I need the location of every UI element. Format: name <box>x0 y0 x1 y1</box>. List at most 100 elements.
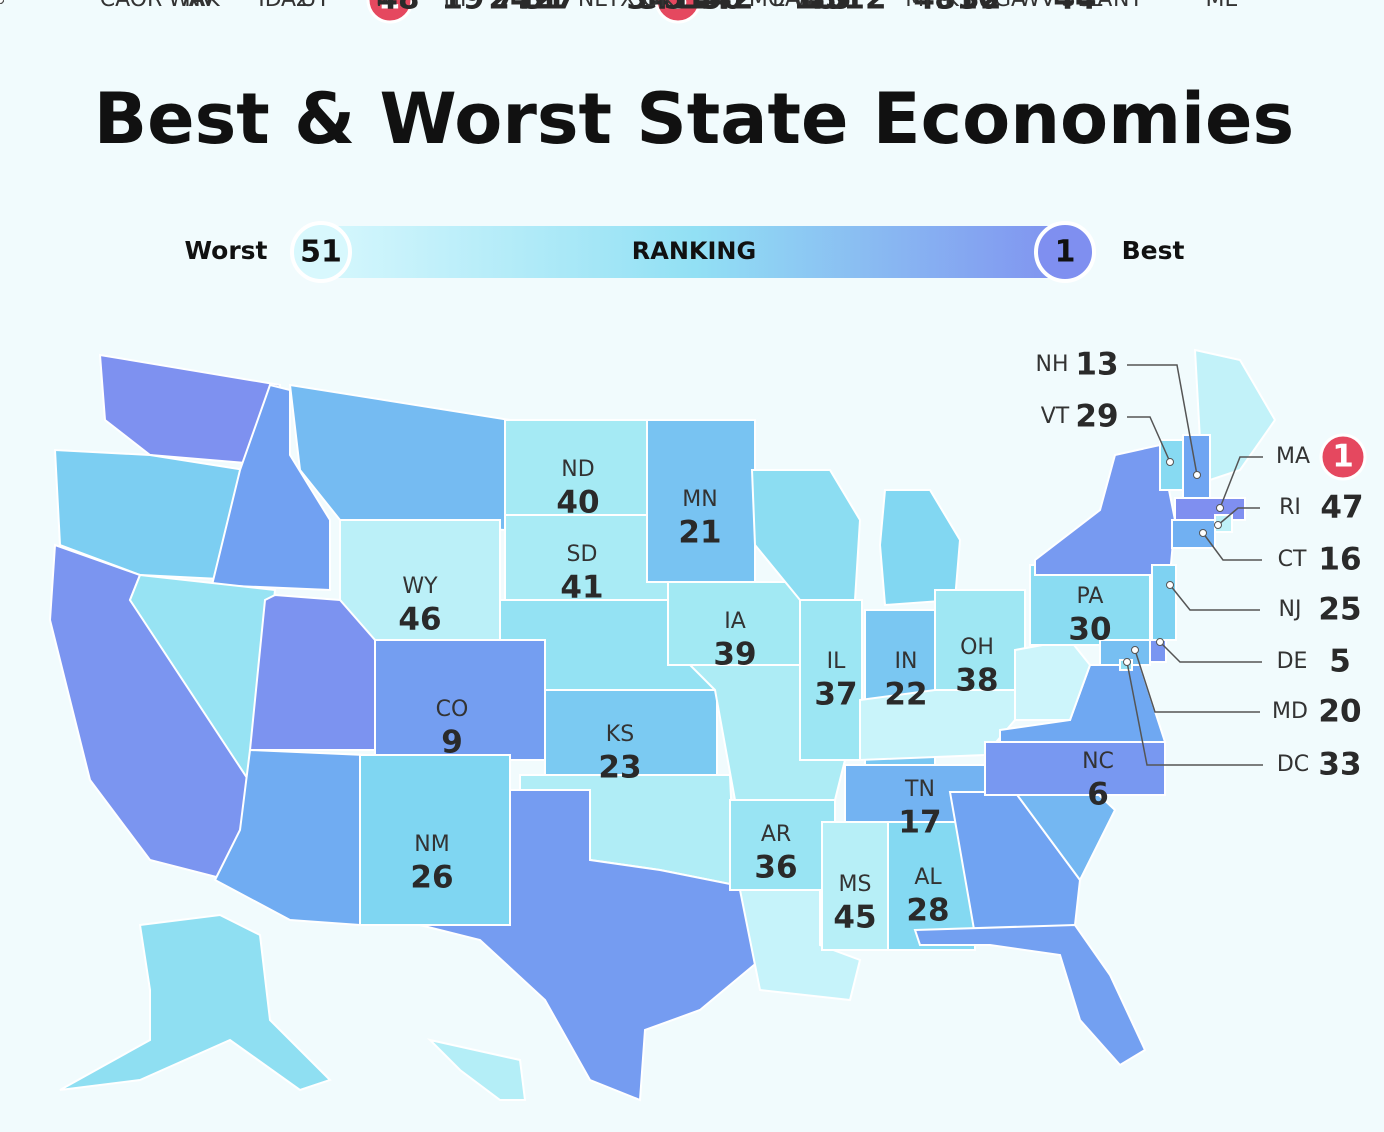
callout-dot <box>1214 521 1222 529</box>
state-abbr: MT <box>376 0 409 12</box>
state-abbr: CA <box>100 0 130 12</box>
state-abbr: ID <box>258 0 281 12</box>
state-rank: 48 <box>376 0 419 17</box>
state-rank: 16 <box>1318 542 1361 578</box>
state-abbr: IA <box>724 609 746 634</box>
legend-best-value: 1 <box>1055 235 1076 270</box>
state-shape <box>426 1038 527 1101</box>
callout-line <box>1202 532 1262 561</box>
state-rank: 46 <box>398 602 441 638</box>
state-rank: 39 <box>713 637 756 673</box>
legend-bar <box>310 226 1080 278</box>
state-abbr: DE <box>1277 649 1308 674</box>
state-rank: 12 <box>843 0 886 17</box>
state-rank: 28 <box>906 893 949 929</box>
callout-line <box>1169 584 1260 611</box>
callout-dot <box>1123 658 1131 666</box>
rank-badge <box>366 0 414 24</box>
state-rank: 1 <box>1332 439 1354 475</box>
state-shape <box>1174 497 1246 521</box>
state-abbr: GA <box>994 0 1026 12</box>
state-abbr: ND <box>561 457 594 482</box>
state-rank: 10 <box>956 0 999 17</box>
state-rank: 38 <box>955 663 998 699</box>
state-rank: 3 <box>667 0 689 17</box>
legend-best-label: Best <box>1122 236 1185 265</box>
state-abbr: FL <box>1078 0 1104 12</box>
state-rank: 47 <box>1320 490 1363 526</box>
callout-line <box>1134 649 1260 713</box>
state-rank: 11 <box>516 0 559 17</box>
state-rank: 21 <box>678 515 721 551</box>
state-shape <box>887 821 976 951</box>
state-abbr: MD <box>1272 699 1308 724</box>
state-rank: 44 <box>1053 0 1096 17</box>
state-shape <box>738 889 862 1002</box>
legend-best-badge <box>1034 221 1096 283</box>
state-abbr: AR <box>761 822 791 847</box>
callout-line <box>1126 661 1263 766</box>
us-map: WA2OR24CA4ID11NV35MT19WY46UT3CO9AZ15NM26… <box>0 0 1367 1102</box>
callout-line <box>1127 364 1198 476</box>
state-abbr: MI <box>905 0 930 12</box>
state-rank: 18 <box>793 0 836 17</box>
state-rank: 51 <box>663 0 706 17</box>
state-shape <box>210 383 331 592</box>
state-abbr: KS <box>606 722 634 747</box>
state-abbr: UT <box>300 0 330 12</box>
state-abbr: WV <box>1019 0 1056 12</box>
state-abbr: SC <box>1061 0 1090 12</box>
state-rank: 23 <box>598 750 641 786</box>
state-rank: 31 <box>523 0 566 17</box>
state-abbr: MA <box>1276 444 1310 469</box>
state-rank: 49 <box>913 0 956 17</box>
state-abbr: OH <box>960 635 994 660</box>
state-shape <box>1182 434 1211 501</box>
callout-dot <box>1131 646 1139 654</box>
state-rank: 20 <box>1318 694 1361 730</box>
state-abbr: NE <box>578 0 608 12</box>
callout-line <box>1217 507 1260 526</box>
state-shape <box>1151 564 1177 641</box>
state-abbr: NM <box>414 832 449 857</box>
state-abbr: OR <box>130 0 163 12</box>
state-rank: 43 <box>803 0 846 17</box>
state-abbr: WI <box>794 0 822 12</box>
state-abbr: MS <box>839 872 872 897</box>
state-abbr: NV <box>184 0 216 12</box>
callout-dot <box>1216 504 1224 512</box>
state-abbr: VT <box>1041 404 1070 429</box>
state-shape <box>984 741 1166 796</box>
state-shape <box>248 593 376 751</box>
state-rank: 36 <box>754 850 797 886</box>
legend: Worst 51 RANKING 1 Best <box>184 221 1185 283</box>
state-abbr: HI <box>443 0 466 12</box>
state-abbr: AZ <box>281 0 311 12</box>
state-abbr: WY <box>402 574 438 599</box>
state-abbr: OK <box>642 0 674 12</box>
callout-line <box>1159 641 1262 663</box>
state-abbr: TN <box>904 777 935 802</box>
state-rank: 4 <box>709 0 731 17</box>
callout-dot <box>0 0 4 4</box>
state-rank: 8 <box>934 0 956 17</box>
state-rank: 5 <box>1329 644 1351 680</box>
callout-line <box>1127 416 1171 463</box>
state-rank: 41 <box>560 570 603 606</box>
state-rank: 25 <box>1318 592 1361 628</box>
state-abbr: VA <box>1084 0 1113 12</box>
state-rank: 9 <box>441 725 463 761</box>
state-abbr: MO <box>749 0 785 12</box>
state-shape <box>59 913 332 1092</box>
state-rank: 15 <box>808 0 851 17</box>
state-abbr: LA <box>772 0 800 12</box>
title: Best & Worst State Economies <box>94 78 1294 160</box>
callout-dot <box>1193 471 1201 479</box>
state-rank: 34 <box>626 0 669 17</box>
state-abbr: MN <box>682 487 717 512</box>
state-rank: 7 <box>494 0 516 17</box>
state-abbr: DC <box>1277 752 1309 777</box>
state-rank: 32 <box>958 0 1001 17</box>
callout-dot <box>1156 638 1164 646</box>
